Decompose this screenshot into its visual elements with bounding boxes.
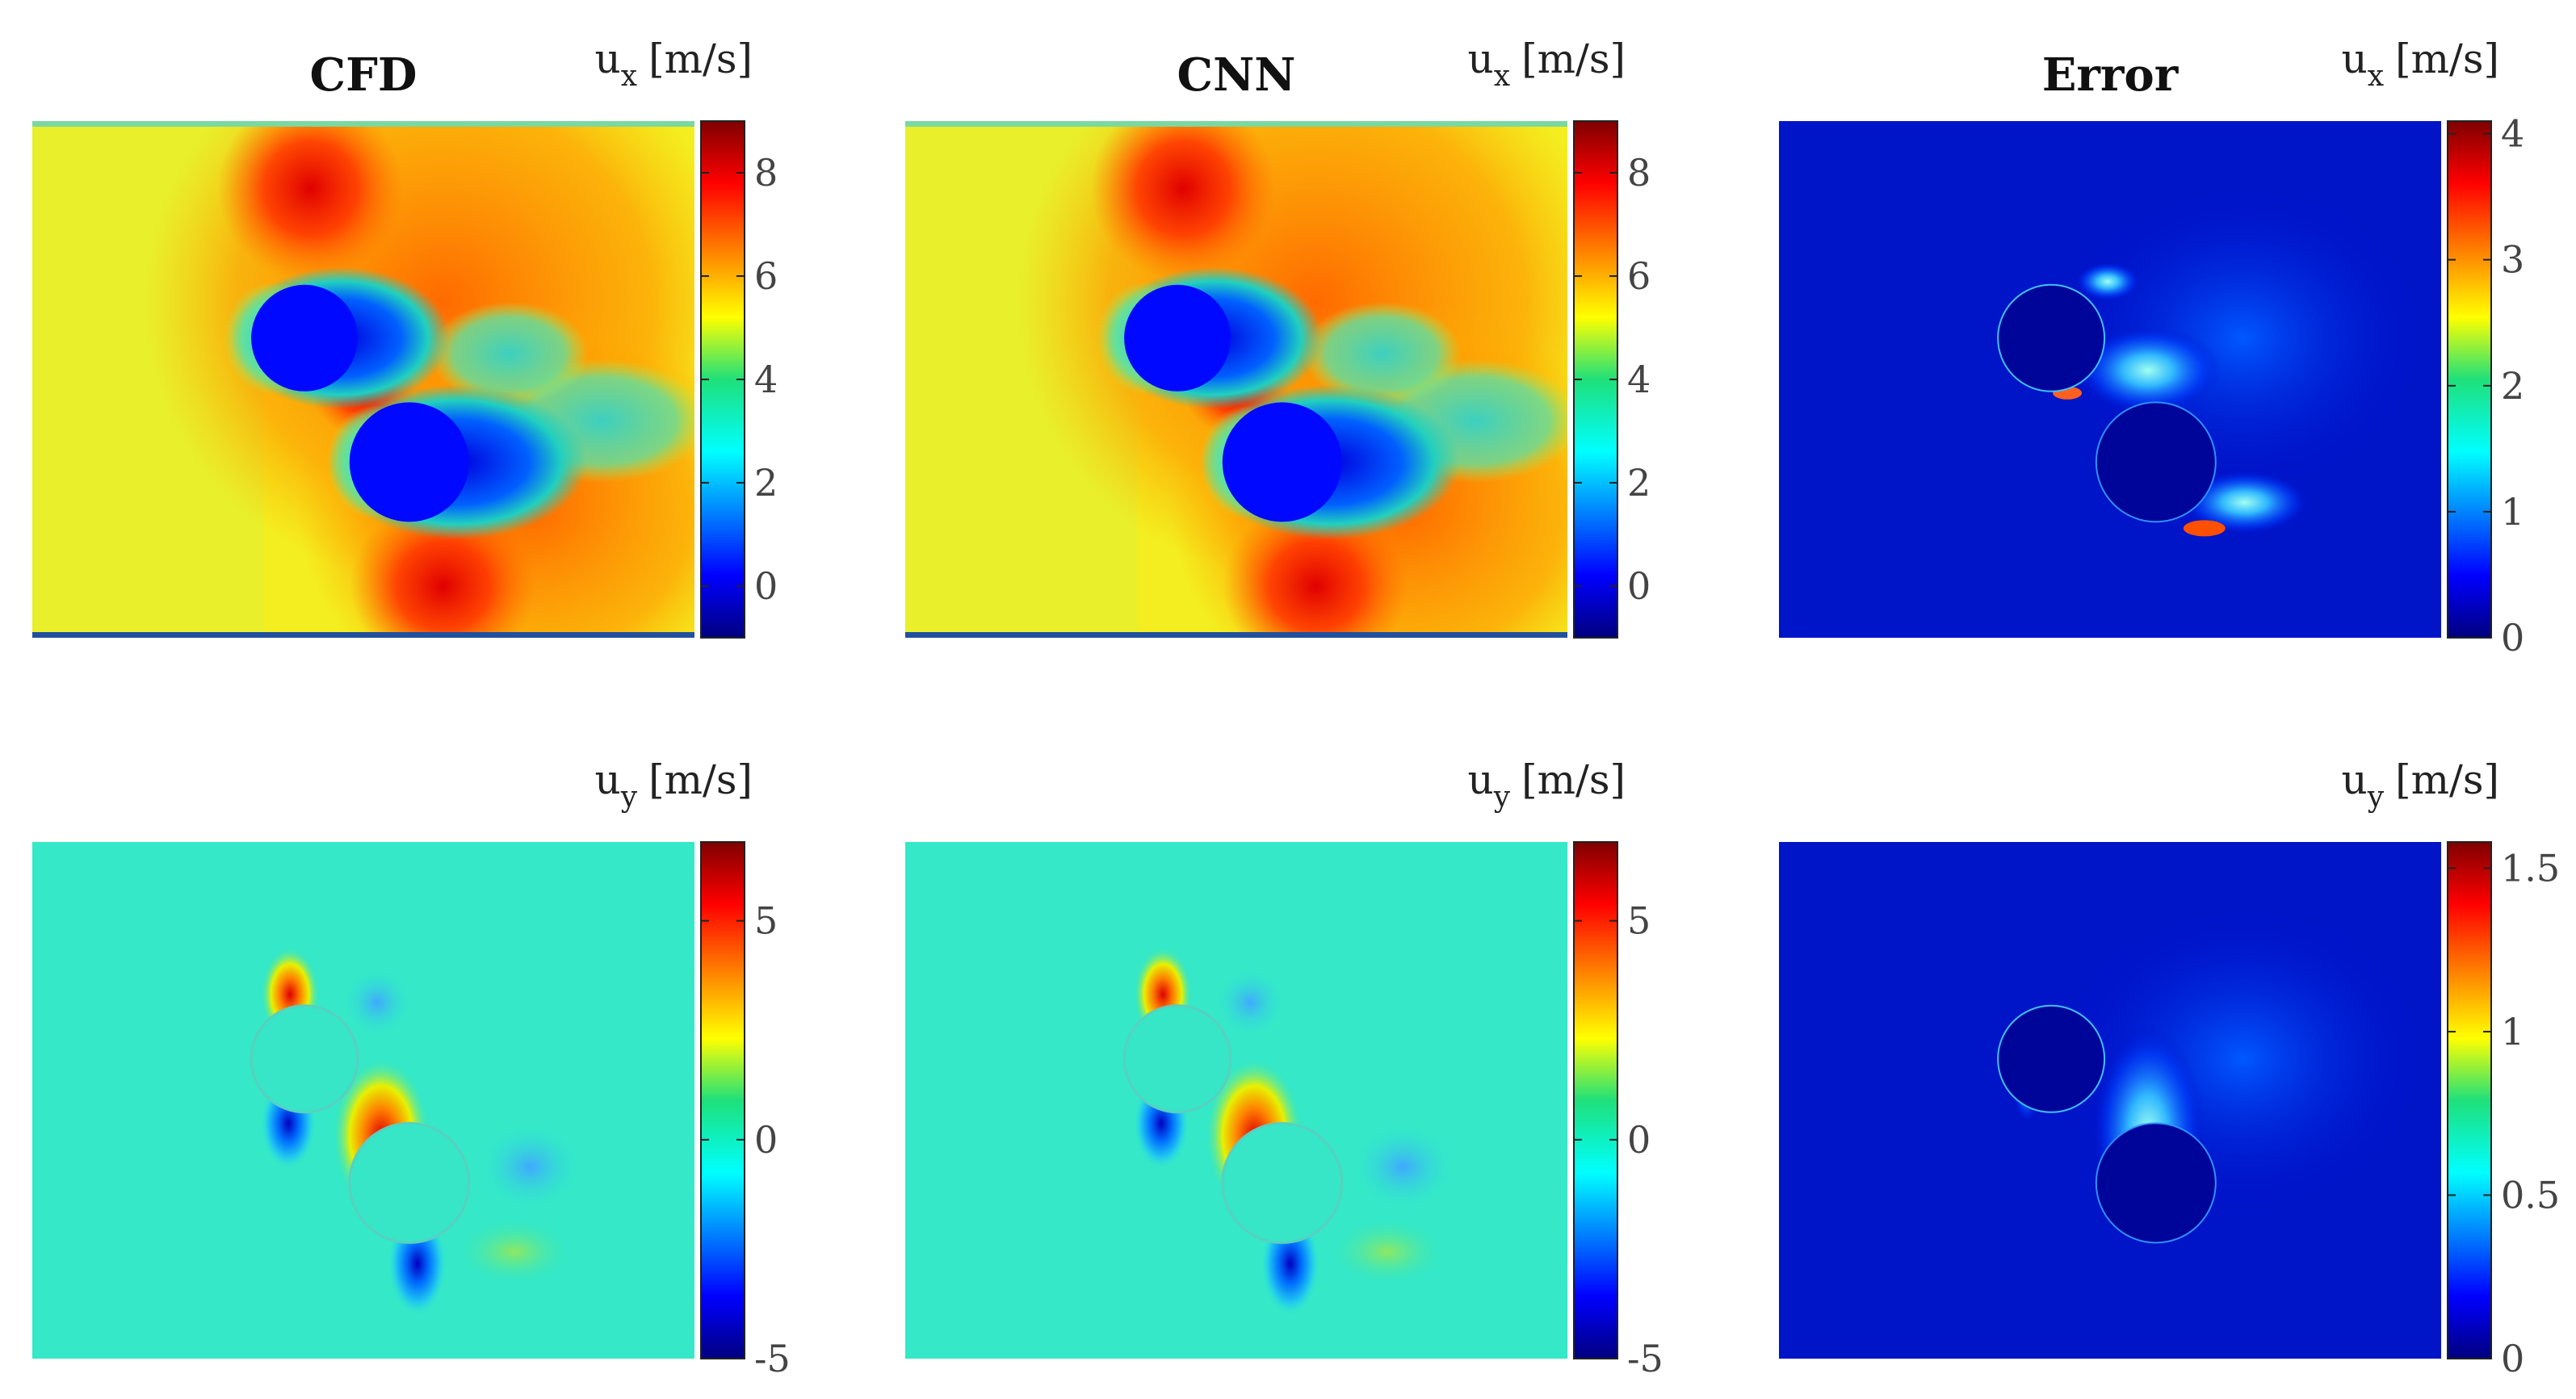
heatmap-panel-4: uy [m/s] 5 0 -5 [32,756,791,1380]
colorbar-tick-label: 2 [2501,364,2524,408]
colorbar-tick-label: 0 [754,564,778,608]
colorbar-tick-label: -5 [754,1337,791,1380]
panel-title: CNN [1177,48,1296,102]
colorbar-tick-label: 2 [754,461,778,505]
colorbar-tick-label: 4 [2501,112,2524,156]
colorbar-tick-label: 5 [1627,899,1651,943]
heatmap-panel-1: CFD ux [m/s] 8 6 4 2 0 [32,36,778,639]
colorbar-label: uy [m/s] [1468,756,1626,814]
heatmap-field [32,121,694,638]
colorbar-tick-label: 2 [1627,461,1651,505]
heatmap-field [32,842,694,1359]
heatmap-field [905,842,1567,1359]
colorbar-tick-label: 8 [1627,151,1651,195]
colorbar-tick-label: 0 [2501,1337,2524,1380]
colorbar-label: ux [m/s] [2342,36,2499,93]
colorbar-label: uy [m/s] [2342,756,2499,814]
colorbar-tick-label: 0 [754,1118,778,1162]
heatmap-panel-6: uy [m/s]1.5 1 0.5 0 [1779,756,2560,1380]
heatmap-field [1779,842,2441,1359]
colorbar-tick-label: 0 [1627,1118,1651,1162]
colorbar-tick-label: -5 [1627,1337,1663,1380]
colorbar-label: ux [m/s] [1468,36,1626,93]
panel-title: Error [2042,48,2180,102]
colorbar-label: ux [m/s] [595,36,753,93]
colorbar-tick-label: 1 [2501,1010,2524,1053]
heatmap-panel-2: CNN ux [m/s] 8 6 4 2 0 [905,36,1651,639]
colorbar-tick-label: 4 [1627,358,1651,401]
colorbar-tick-label: 1 [2501,490,2524,534]
colorbar-tick-label: 1.5 [2501,846,2560,890]
colorbar [700,841,745,1359]
colorbar-tick-label: 0.5 [2501,1173,2560,1217]
heatmap-field [1779,121,2441,638]
colorbar-tick-label: 0 [1627,564,1651,608]
colorbar-tick-label: 3 [2501,238,2524,282]
colorbar-tick-label: 4 [754,358,778,401]
colorbar-tick-label: 0 [2501,616,2524,660]
colorbar [2447,841,2492,1359]
colorbar-tick-label: 6 [754,254,778,298]
heatmap-panel-3: Error ux [m/s]4 3 2 1 0 [1779,36,2524,660]
colorbar [1573,841,1618,1359]
colorbar-tick-label: 5 [754,899,778,943]
colorbar-tick-label: 6 [1627,254,1651,298]
colorbar [2447,120,2492,639]
colorbar-tick-label: 8 [754,151,778,195]
heatmap-field [905,121,1567,638]
heatmap-panel-5: uy [m/s] 5 0 -5 [905,756,1663,1380]
panel-title: CFD [310,48,417,102]
colorbar-label: uy [m/s] [595,756,753,814]
